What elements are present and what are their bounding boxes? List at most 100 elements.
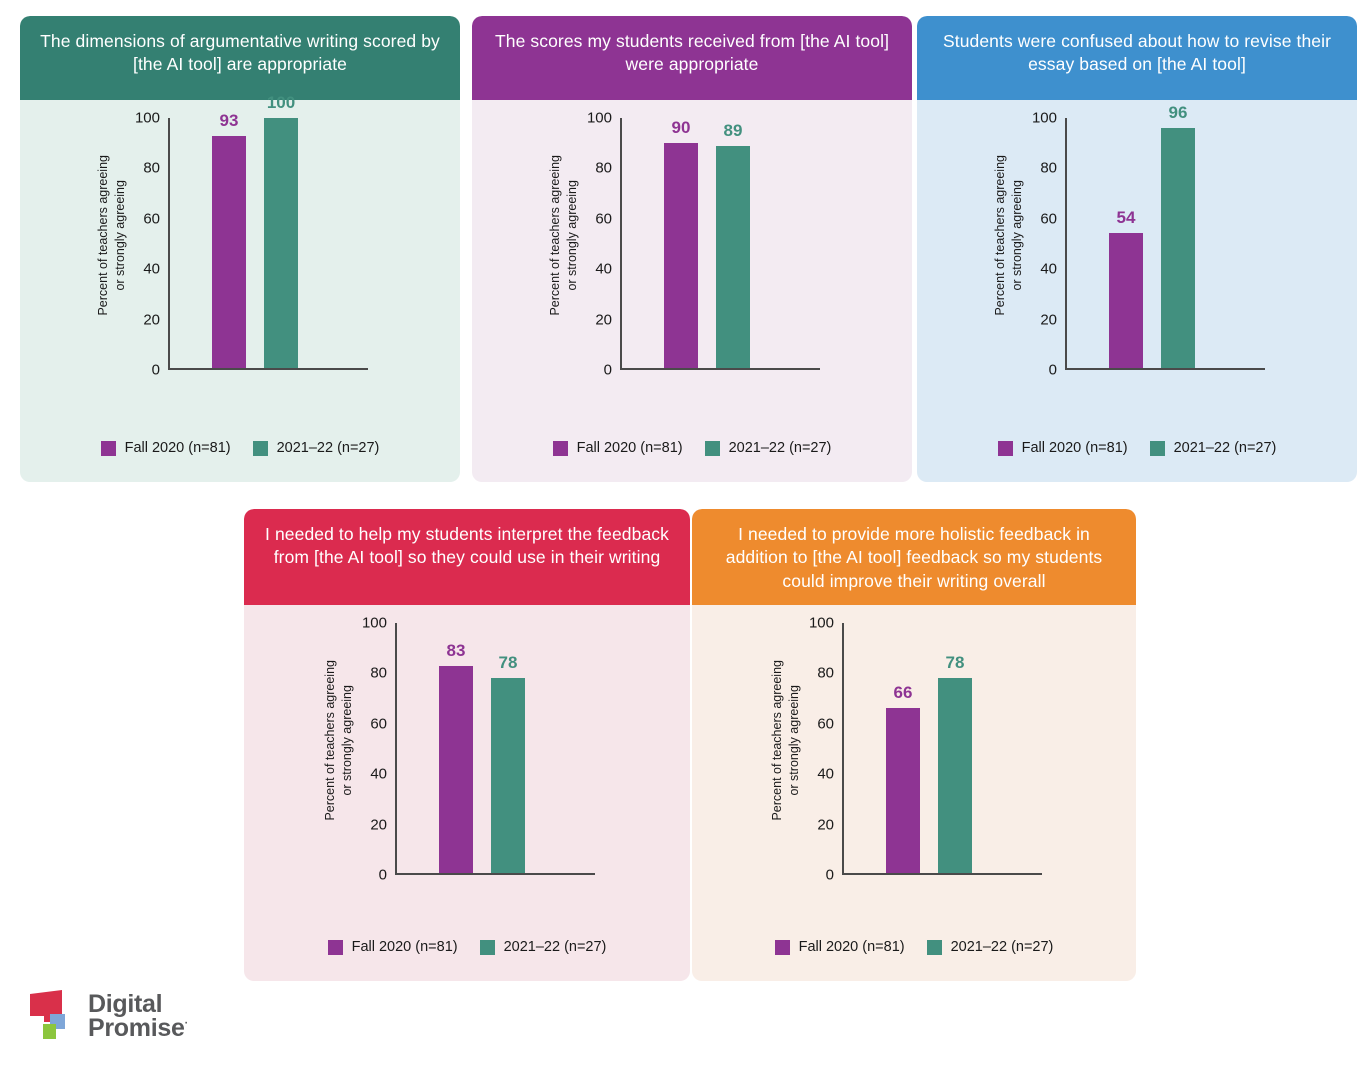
y-tick: 80 bbox=[595, 159, 612, 177]
bar-rect bbox=[264, 118, 298, 368]
panel-title: The scores my students received from [th… bbox=[472, 16, 912, 100]
bar-rect bbox=[886, 708, 920, 873]
y-tick: 40 bbox=[1040, 260, 1057, 278]
y-axis-ticks: 100 80 60 40 20 0 bbox=[1019, 110, 1061, 379]
bar-rect bbox=[664, 143, 698, 368]
legend-item-2021-22: 2021–22 (n=27) bbox=[1149, 440, 1277, 456]
bar-fall-2020: 83 bbox=[439, 623, 473, 873]
panel-body: Percent of teachers agreeing or strongly… bbox=[244, 605, 690, 981]
legend-item-fall-2020: Fall 2020 (n=81) bbox=[327, 939, 458, 955]
legend-swatch-purple bbox=[552, 440, 568, 456]
legend-label: 2021–22 (n=27) bbox=[503, 939, 607, 955]
logo-shapes-icon bbox=[30, 990, 65, 1039]
y-tick: 100 bbox=[808, 614, 834, 632]
y-tick: 60 bbox=[817, 715, 834, 733]
y-tick: 0 bbox=[1048, 361, 1057, 379]
panel-provide-holistic-feedback: I needed to provide more holistic feedba… bbox=[692, 509, 1136, 981]
legend-swatch-purple bbox=[997, 440, 1013, 456]
y-tick: 20 bbox=[817, 816, 834, 834]
y-tick: 60 bbox=[370, 715, 387, 733]
y-tick: 40 bbox=[595, 260, 612, 278]
bar-value-label: 96 bbox=[1168, 103, 1188, 122]
panel-dimensions-appropriate: The dimensions of argumentative writing … bbox=[20, 16, 460, 482]
panel-title: The dimensions of argumentative writing … bbox=[20, 16, 460, 100]
bar-value-label: 89 bbox=[723, 120, 743, 140]
legend: Fall 2020 (n=81) 2021–22 (n=27) bbox=[692, 939, 1136, 955]
bar-chart: Percent of teachers agreeing or strongly… bbox=[692, 605, 1136, 910]
y-tick: 20 bbox=[1040, 311, 1057, 329]
y-tick: 40 bbox=[370, 765, 387, 783]
bar-value-label: 100 bbox=[266, 93, 296, 112]
bar-2021-22: 89 bbox=[716, 118, 750, 368]
y-tick: 0 bbox=[151, 361, 160, 379]
legend-swatch-purple bbox=[100, 440, 116, 456]
panel-body: Percent of teachers agreeing or strongly… bbox=[472, 100, 912, 482]
y-tick: 20 bbox=[370, 816, 387, 834]
panel-title: I needed to help my students interpret t… bbox=[244, 509, 690, 605]
bar-value-label: 66 bbox=[893, 683, 913, 702]
bar-value-label: 90 bbox=[671, 118, 691, 137]
legend: Fall 2020 (n=81) 2021–22 (n=27) bbox=[244, 939, 690, 955]
bar-chart: Percent of teachers agreeing or strongly… bbox=[244, 605, 690, 910]
bar-rect bbox=[1109, 233, 1143, 368]
bar-chart: Percent of teachers agreeing or strongly… bbox=[917, 100, 1357, 405]
bar-rect bbox=[212, 135, 246, 368]
y-tick: 100 bbox=[586, 109, 612, 127]
y-tick: 0 bbox=[603, 361, 612, 379]
panel-title: I needed to provide more holistic feedba… bbox=[692, 509, 1136, 605]
bar-fall-2020: 93 bbox=[212, 111, 246, 368]
legend-label: Fall 2020 (n=81) bbox=[351, 939, 458, 955]
panel-title: Students were confused about how to revi… bbox=[917, 16, 1357, 100]
y-tick: 80 bbox=[370, 664, 387, 682]
legend-item-fall-2020: Fall 2020 (n=81) bbox=[774, 939, 905, 955]
plot-area: 93 100 bbox=[168, 93, 368, 370]
y-tick: 20 bbox=[595, 311, 612, 329]
y-tick: 80 bbox=[1040, 159, 1057, 177]
panel-body: Percent of teachers agreeing or strongly… bbox=[692, 605, 1136, 981]
legend-label: Fall 2020 (n=81) bbox=[1021, 440, 1128, 456]
legend-label: 2021–22 (n=27) bbox=[950, 939, 1054, 955]
y-tick: 100 bbox=[134, 109, 160, 127]
panel-students-confused-revise: Students were confused about how to revi… bbox=[917, 16, 1357, 482]
bar-2021-22: 78 bbox=[938, 623, 972, 873]
bar-value-label: 78 bbox=[945, 653, 965, 672]
panel-body: Percent of teachers agreeing or strongly… bbox=[20, 93, 460, 482]
plot-area: 54 96 bbox=[1065, 103, 1265, 370]
bar-chart: Percent of teachers agreeing or strongly… bbox=[472, 100, 912, 405]
legend: Fall 2020 (n=81) 2021–22 (n=27) bbox=[20, 440, 460, 456]
legend-label: 2021–22 (n=27) bbox=[728, 440, 832, 456]
bar-value-label: 83 bbox=[446, 640, 466, 660]
legend-item-fall-2020: Fall 2020 (n=81) bbox=[552, 440, 683, 456]
legend-label: Fall 2020 (n=81) bbox=[576, 440, 683, 456]
bar-fall-2020: 66 bbox=[886, 623, 920, 873]
y-tick: 60 bbox=[143, 210, 160, 228]
logo-mark-icon bbox=[28, 988, 78, 1044]
registered-mark: · bbox=[184, 1017, 189, 1030]
bar-chart: Percent of teachers agreeing or strongly… bbox=[20, 93, 460, 405]
legend-item-2021-22: 2021–22 (n=27) bbox=[704, 440, 832, 456]
legend-swatch-teal bbox=[926, 939, 942, 955]
y-axis-ticks: 100 80 60 40 20 0 bbox=[796, 615, 838, 884]
bar-rect bbox=[938, 678, 972, 873]
legend-item-2021-22: 2021–22 (n=27) bbox=[479, 939, 607, 955]
legend-swatch-teal bbox=[704, 440, 720, 456]
bar-value-label: 54 bbox=[1116, 208, 1136, 227]
legend-label: 2021–22 (n=27) bbox=[1173, 440, 1277, 456]
legend: Fall 2020 (n=81) 2021–22 (n=27) bbox=[917, 440, 1357, 456]
plot-area: 90 89 bbox=[620, 118, 820, 370]
legend-item-fall-2020: Fall 2020 (n=81) bbox=[997, 440, 1128, 456]
legend-swatch-teal bbox=[1149, 440, 1165, 456]
y-tick: 60 bbox=[595, 210, 612, 228]
bar-2021-22: 78 bbox=[491, 623, 525, 873]
logo-line-1: Digital bbox=[88, 989, 163, 1018]
y-axis-ticks: 100 80 60 40 20 0 bbox=[349, 615, 391, 884]
legend-item-fall-2020: Fall 2020 (n=81) bbox=[100, 440, 231, 456]
y-axis-ticks: 100 80 60 40 20 0 bbox=[574, 110, 616, 379]
logo-line-2: Promise· bbox=[88, 1014, 189, 1042]
y-tick: 40 bbox=[143, 260, 160, 278]
y-tick: 0 bbox=[825, 866, 834, 884]
y-tick: 100 bbox=[361, 614, 387, 632]
legend: Fall 2020 (n=81) 2021–22 (n=27) bbox=[472, 440, 912, 456]
plot-area: 83 78 bbox=[395, 623, 595, 875]
